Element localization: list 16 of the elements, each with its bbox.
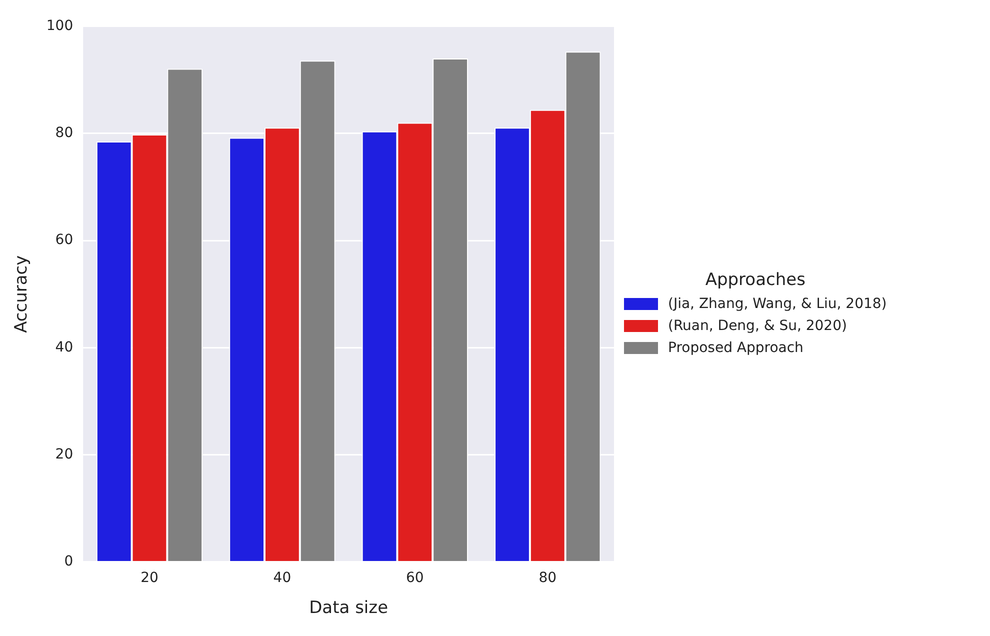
y-axis-title: Accuracy xyxy=(12,255,32,333)
y-tick-label: 20 xyxy=(55,446,74,462)
legend-title: Approaches xyxy=(704,270,806,290)
legend-label: Proposed Approach xyxy=(668,340,804,356)
x-tick-label: 40 xyxy=(273,570,292,586)
legend-label: (Ruan, Deng, & Su, 2020) xyxy=(668,318,847,334)
x-tick-label: 20 xyxy=(140,570,158,586)
x-tick-label: 80 xyxy=(538,570,557,586)
x-tick-label: 60 xyxy=(406,570,424,586)
y-tick-label: 60 xyxy=(55,232,74,248)
y-tick-label: 0 xyxy=(64,553,74,570)
legend-label: (Jia, Zhang, Wang, & Liu, 2018) xyxy=(668,296,887,312)
x-axis-title: Data size xyxy=(309,598,388,618)
y-tick-label: 80 xyxy=(55,125,74,142)
y-tick-label: 100 xyxy=(46,18,74,34)
y-tick-label: 40 xyxy=(55,339,74,356)
